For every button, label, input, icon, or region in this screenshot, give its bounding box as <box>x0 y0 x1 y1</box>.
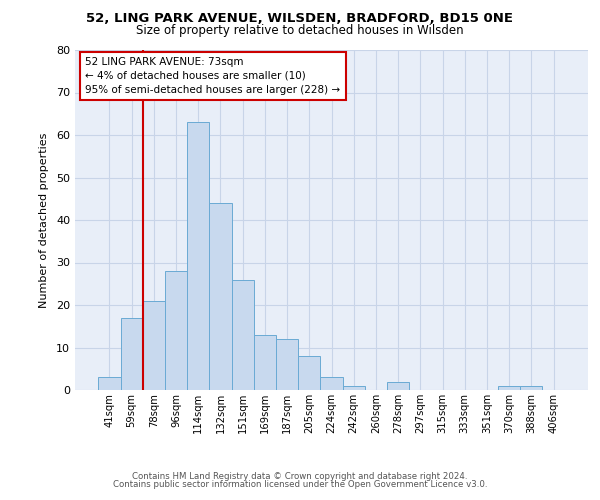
Bar <box>209 203 232 390</box>
Bar <box>387 382 409 390</box>
Bar <box>320 377 343 390</box>
Bar <box>298 356 320 390</box>
Text: Contains HM Land Registry data © Crown copyright and database right 2024.: Contains HM Land Registry data © Crown c… <box>132 472 468 481</box>
Bar <box>232 280 254 390</box>
Bar <box>143 300 165 390</box>
Text: Contains public sector information licensed under the Open Government Licence v3: Contains public sector information licen… <box>113 480 487 489</box>
Bar <box>276 339 298 390</box>
Bar <box>343 386 365 390</box>
Bar <box>498 386 520 390</box>
Bar <box>187 122 209 390</box>
Bar <box>98 377 121 390</box>
Bar <box>121 318 143 390</box>
Bar <box>520 386 542 390</box>
Bar <box>254 335 276 390</box>
Text: 52, LING PARK AVENUE, WILSDEN, BRADFORD, BD15 0NE: 52, LING PARK AVENUE, WILSDEN, BRADFORD,… <box>86 12 514 26</box>
Y-axis label: Number of detached properties: Number of detached properties <box>39 132 49 308</box>
Text: 52 LING PARK AVENUE: 73sqm
← 4% of detached houses are smaller (10)
95% of semi-: 52 LING PARK AVENUE: 73sqm ← 4% of detac… <box>85 57 340 95</box>
Bar <box>165 271 187 390</box>
Text: Size of property relative to detached houses in Wilsden: Size of property relative to detached ho… <box>136 24 464 37</box>
